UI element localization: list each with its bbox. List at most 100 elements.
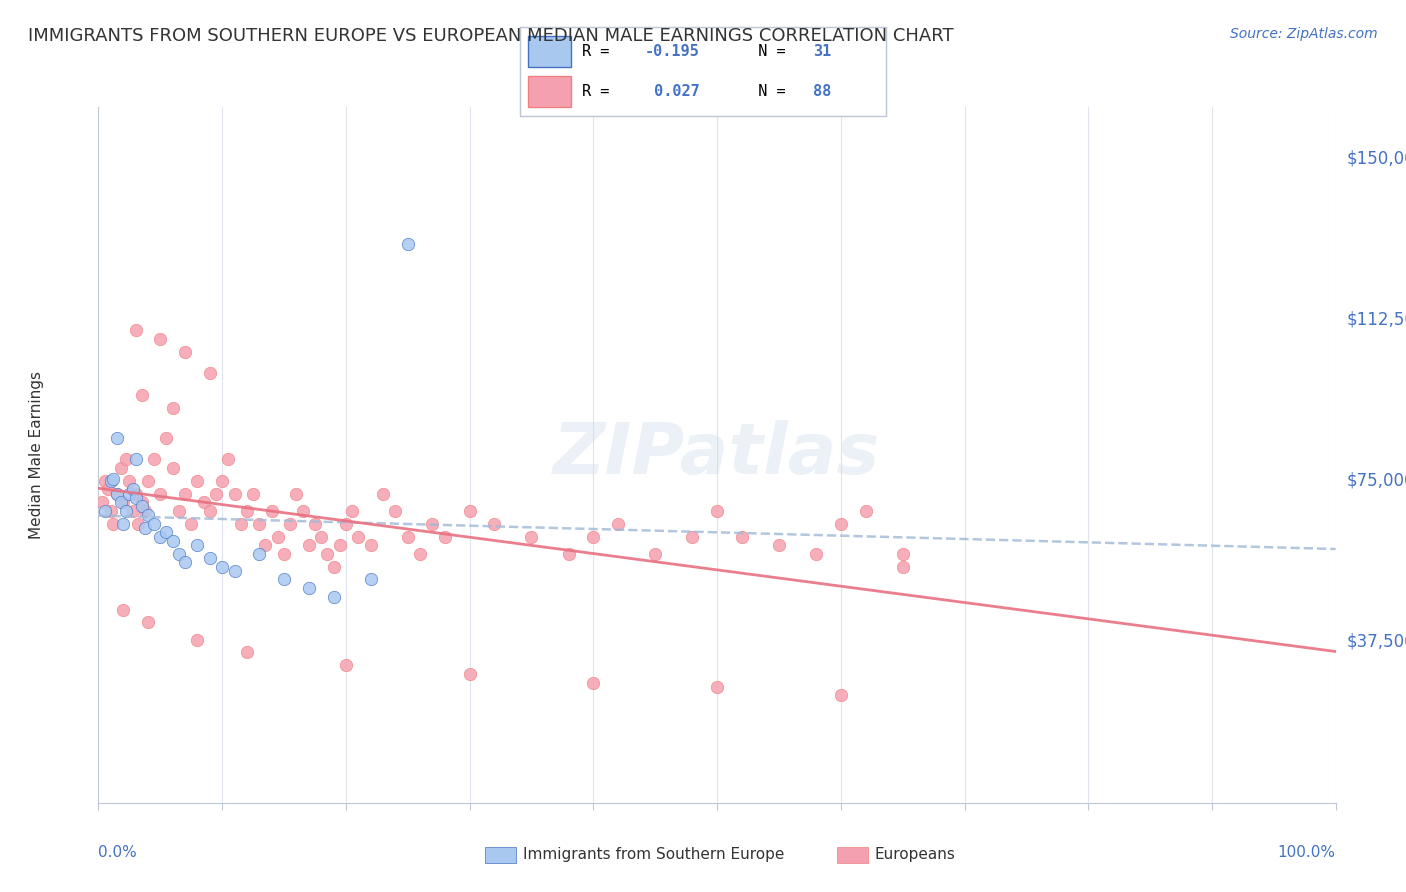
Point xyxy=(100,504,122,518)
Point xyxy=(891,547,914,561)
Point xyxy=(162,401,184,415)
FancyBboxPatch shape xyxy=(837,847,868,863)
Point xyxy=(891,559,914,574)
Text: -0.195: -0.195 xyxy=(644,45,699,59)
Point xyxy=(254,538,277,552)
Point xyxy=(105,486,128,500)
Point xyxy=(91,495,114,509)
Point xyxy=(247,547,270,561)
Point xyxy=(131,388,153,402)
Text: $75,000: $75,000 xyxy=(1347,472,1406,490)
Point xyxy=(136,508,159,522)
Point xyxy=(360,538,382,552)
Point xyxy=(103,471,125,485)
Point xyxy=(211,559,233,574)
Point xyxy=(198,367,221,381)
Point xyxy=(167,504,190,518)
Point xyxy=(804,547,827,561)
Point xyxy=(105,486,128,500)
Point xyxy=(122,504,145,518)
Point xyxy=(105,431,128,445)
Point xyxy=(93,474,115,488)
Point xyxy=(360,573,382,587)
Point xyxy=(112,602,135,616)
Point xyxy=(340,504,363,518)
Text: Immigrants from Southern Europe: Immigrants from Southern Europe xyxy=(523,847,785,862)
Point xyxy=(347,529,370,543)
Point xyxy=(118,486,141,500)
Text: $112,500: $112,500 xyxy=(1347,310,1406,328)
Point xyxy=(198,551,221,566)
Point xyxy=(112,516,135,531)
Point xyxy=(458,504,481,518)
Point xyxy=(114,504,136,518)
Point xyxy=(371,486,394,500)
Point xyxy=(298,581,321,595)
Point xyxy=(112,495,135,509)
Point xyxy=(174,344,197,359)
Point xyxy=(520,529,543,543)
Text: 0.027: 0.027 xyxy=(644,85,699,99)
Point xyxy=(122,483,145,497)
Point xyxy=(127,516,149,531)
FancyBboxPatch shape xyxy=(527,36,571,67)
Point xyxy=(260,504,283,518)
Point xyxy=(298,538,321,552)
Point xyxy=(211,474,233,488)
Point xyxy=(329,538,352,552)
Point xyxy=(136,474,159,488)
Point xyxy=(278,516,301,531)
Point xyxy=(193,495,215,509)
Point xyxy=(110,460,132,475)
Point xyxy=(149,529,172,543)
Text: R =: R = xyxy=(582,85,619,99)
Point xyxy=(217,452,239,467)
Point xyxy=(174,486,197,500)
Point xyxy=(118,474,141,488)
Text: 100.0%: 100.0% xyxy=(1278,845,1336,860)
Point xyxy=(484,516,506,531)
Text: ZIPatlas: ZIPatlas xyxy=(554,420,880,490)
Point xyxy=(582,529,605,543)
Text: N =: N = xyxy=(740,85,794,99)
Point xyxy=(93,504,115,518)
Point xyxy=(124,323,146,337)
Point xyxy=(291,504,314,518)
Point xyxy=(304,516,326,531)
Point xyxy=(236,504,259,518)
Point xyxy=(433,529,456,543)
Point xyxy=(335,658,357,673)
FancyBboxPatch shape xyxy=(485,847,516,863)
Text: 31: 31 xyxy=(813,45,831,59)
Point xyxy=(396,529,419,543)
Point xyxy=(198,504,221,518)
Point xyxy=(155,431,177,445)
Point xyxy=(644,547,666,561)
Point xyxy=(224,564,246,578)
Point xyxy=(830,689,852,703)
Point xyxy=(322,590,344,604)
Point xyxy=(422,516,444,531)
Text: R =: R = xyxy=(582,45,619,59)
Point xyxy=(224,486,246,500)
Point xyxy=(607,516,630,531)
Point xyxy=(768,538,790,552)
Point xyxy=(124,491,146,505)
Point xyxy=(110,495,132,509)
Point xyxy=(134,521,156,535)
Point xyxy=(322,559,344,574)
Text: Source: ZipAtlas.com: Source: ZipAtlas.com xyxy=(1230,27,1378,41)
Point xyxy=(136,615,159,630)
Point xyxy=(162,533,184,548)
Point xyxy=(143,516,166,531)
Point xyxy=(384,504,406,518)
Point xyxy=(396,237,419,252)
Point xyxy=(285,486,308,500)
Point xyxy=(186,632,208,647)
Point xyxy=(830,516,852,531)
Point xyxy=(97,483,120,497)
Point xyxy=(162,460,184,475)
Point xyxy=(143,452,166,467)
Point xyxy=(731,529,754,543)
Point xyxy=(855,504,877,518)
